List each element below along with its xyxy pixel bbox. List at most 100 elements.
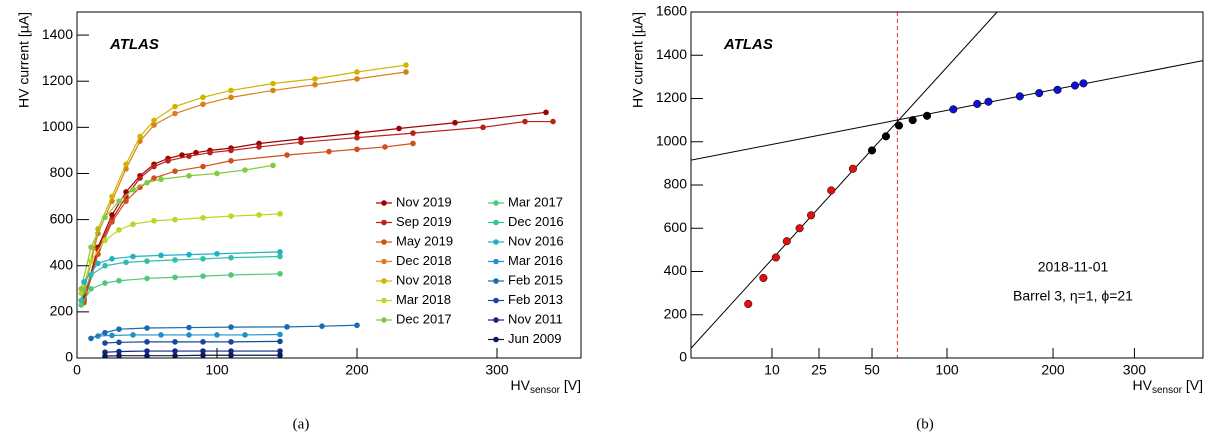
x-label-unit: [V]: [1182, 377, 1203, 393]
data-point: [200, 352, 206, 358]
data-point: [186, 332, 192, 338]
data-point: [228, 272, 234, 278]
x-tick-label: 25: [811, 362, 827, 378]
y-axis-label: HV current [µA]: [630, 12, 646, 108]
x-label-main: HV: [1133, 377, 1153, 393]
y-tick-label: 400: [50, 256, 74, 272]
x-tick-label: 10: [764, 362, 780, 378]
data-point: [807, 211, 816, 220]
data-point: [228, 147, 234, 154]
data-point: [270, 162, 276, 169]
data-point: [137, 175, 143, 181]
data-point: [172, 352, 178, 358]
data-point: [172, 348, 178, 354]
plot-area: [78, 62, 556, 358]
data-point: [228, 213, 234, 219]
data-point: [277, 253, 283, 260]
data-point: [109, 256, 115, 262]
legend-label: Feb 2015: [508, 272, 563, 287]
legend-marker: [381, 297, 387, 304]
data-point: [123, 161, 129, 168]
legend-marker: [493, 297, 499, 304]
legend-marker: [493, 219, 499, 226]
data-point: [1015, 92, 1024, 101]
data-point: [522, 118, 528, 125]
data-point: [186, 251, 192, 258]
legend-marker: [493, 258, 499, 265]
data-point: [403, 62, 409, 68]
caption: (b): [916, 416, 934, 432]
y-tick-label: 200: [50, 303, 74, 319]
data-point: [277, 348, 283, 354]
data-point: [228, 324, 234, 330]
data-point: [452, 119, 458, 126]
data-point: [200, 101, 206, 108]
data-point: [354, 134, 360, 141]
legend-label: Sep 2019: [396, 214, 452, 229]
y-tick-label: 400: [664, 262, 688, 278]
data-point: [354, 146, 360, 153]
y-tick-label: 0: [679, 349, 687, 365]
data-point: [973, 99, 982, 108]
legend-label: Nov 2019: [396, 194, 452, 209]
data-point: [410, 140, 416, 147]
x-tick-label: 100: [205, 362, 229, 378]
legend-marker: [381, 258, 387, 265]
data-point: [193, 149, 199, 156]
data-point: [242, 167, 248, 173]
fit-line: [691, 60, 1203, 161]
data-point: [123, 198, 129, 204]
data-point: [827, 186, 836, 195]
x-tick-label: 200: [345, 362, 369, 378]
legend-marker: [493, 317, 499, 323]
data-point: [228, 254, 234, 261]
data-point: [256, 212, 262, 218]
data-point: [151, 117, 157, 124]
data-point: [480, 124, 486, 131]
data-point: [354, 69, 360, 75]
y-tick-label: 1000: [42, 118, 73, 134]
series-line: [83, 111, 547, 299]
legend-label: Dec 2017: [396, 311, 452, 326]
data-point: [228, 348, 234, 354]
series-line: [97, 333, 281, 337]
data-point: [116, 198, 122, 204]
series-line: [83, 142, 414, 303]
legend-marker: [493, 278, 499, 284]
data-point: [102, 349, 108, 356]
data-point: [102, 340, 108, 346]
data-point: [144, 339, 150, 345]
data-point: [151, 175, 157, 181]
data-point: [550, 118, 556, 125]
legend-label: Mar 2018: [396, 292, 451, 307]
data-point: [158, 252, 164, 259]
data-point: [123, 189, 129, 195]
data-point: [277, 331, 283, 338]
legend-marker: [493, 239, 499, 245]
y-axis-label: HV current [µA]: [16, 12, 32, 108]
data-point: [144, 275, 150, 282]
data-point: [130, 253, 136, 260]
data-point: [116, 326, 122, 332]
data-point: [228, 339, 234, 345]
data-point: [326, 148, 332, 155]
data-point: [207, 149, 213, 156]
data-point: [782, 237, 791, 246]
legend-label: Dec 2016: [508, 214, 564, 229]
data-point: [78, 290, 84, 297]
data-point: [214, 250, 220, 257]
y-tick-label: 800: [50, 164, 74, 180]
data-point: [95, 260, 101, 267]
data-point: [1035, 89, 1044, 98]
data-point: [81, 279, 87, 285]
data-point: [744, 299, 753, 308]
data-point: [200, 94, 206, 101]
data-point: [270, 87, 276, 94]
data-point: [403, 69, 409, 75]
data-point: [172, 110, 178, 117]
legend-label: Mar 2016: [508, 253, 563, 268]
data-point: [172, 168, 178, 174]
data-point: [312, 81, 318, 88]
x-axis-label: HVsensor [V]: [1133, 377, 1203, 396]
